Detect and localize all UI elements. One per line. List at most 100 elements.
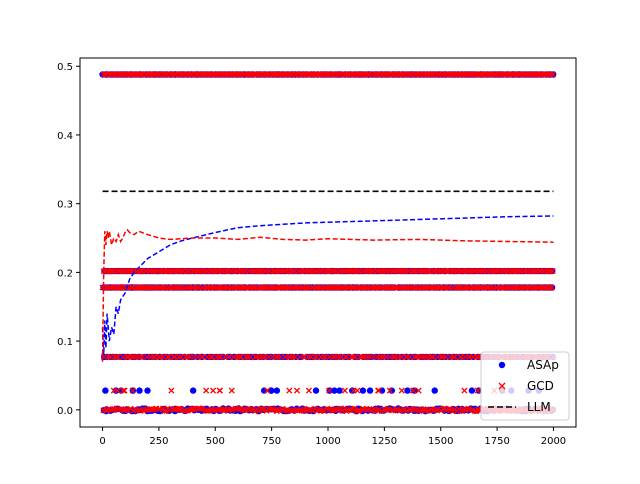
gcd-point-stroke [138,353,146,360]
gcd-point-stroke [547,267,554,275]
gcd-point-stroke [338,267,345,275]
gcd-point [205,284,212,291]
gcd-point-stroke [374,267,381,275]
gcd-point [513,284,520,291]
gcd-point-stroke [205,284,212,291]
gcd-point-stroke [301,405,308,412]
asap-point [312,387,320,394]
gcd-point-stroke [457,353,464,360]
gcd-point-stroke [232,405,239,412]
gcd-point-stroke [263,71,270,78]
gcd-point-stroke [161,71,169,78]
gcd-point-stroke [166,284,173,291]
gcd-point [320,353,327,360]
gcd-point-stroke [120,387,127,394]
gcd-point-stroke [217,353,224,360]
gcd-point-stroke [294,407,301,414]
gcd-point-stroke [478,284,485,291]
gcd-point [430,353,437,360]
gcd-point-stroke [320,353,327,360]
gcd-point-stroke [254,71,261,78]
gcd-point-stroke [388,71,396,78]
gcd-point-stroke [219,284,226,291]
gcd-point-stroke [179,71,186,78]
gcd-point [451,71,458,78]
gcd-point [178,267,185,275]
gcd-point [493,71,500,78]
gcd-point-stroke [237,405,244,412]
gcd-point [170,353,177,360]
gcd-point [215,353,223,360]
gcd-point-stroke [372,71,379,78]
gcd-point [384,284,391,291]
gcd-point [377,353,384,360]
gcd-point-stroke [533,284,540,291]
gcd-point [160,284,167,291]
gcd-point [127,267,134,275]
gcd-point [221,407,228,414]
gcd-point [352,353,359,360]
gcd-point [219,284,226,291]
gcd-point-stroke [333,405,340,412]
gcd-point-stroke [178,267,185,275]
legend-marker-asap [498,361,506,369]
gcd-point-stroke [324,405,331,412]
gcd-point-stroke [350,284,357,291]
gcd-point-stroke [160,353,167,360]
gcd-point-stroke [127,405,134,412]
gcd-point-stroke [434,284,442,291]
gcd-point [185,267,192,275]
gcd-point [505,284,513,291]
gcd-point-stroke [398,353,405,360]
gcd-point-stroke [100,71,107,78]
gcd-point-stroke [218,267,225,275]
gcd-point-stroke [508,284,515,291]
gcd-point [204,407,211,415]
gcd-point [306,406,313,413]
gcd-point [248,406,255,413]
gcd-point [494,267,501,275]
gcd-point-stroke [290,284,297,291]
gcd-point-stroke [122,267,129,275]
gcd-point [428,353,435,360]
gcd-point [100,71,107,78]
gcd-point-stroke [203,387,210,394]
gcd-point-stroke [349,353,357,360]
gcd-point [547,267,554,275]
gcd-point-stroke [460,406,467,413]
gcd-point [461,387,468,394]
gcd-point-stroke [291,353,299,360]
gcd-point-stroke [378,71,385,78]
gcd-point-stroke [463,267,470,275]
gcd-point-stroke [374,284,381,291]
gcd-point-stroke [513,284,520,291]
x-tick-label: 1750 [484,436,509,447]
gcd-point [178,353,185,360]
gcd-point-stroke [171,406,178,413]
gcd-point [109,267,117,275]
gcd-point [236,71,243,78]
gcd-point-stroke [493,71,500,78]
gcd-point-stroke [438,353,445,360]
gcd-point [175,353,182,360]
gcd-point-stroke [540,284,547,291]
gcd-point-stroke [221,407,228,414]
y-tick-label: 0.1 [57,337,73,348]
gcd-point-stroke [415,387,422,394]
gcd-point-stroke [216,387,223,394]
gcd-point [415,71,422,78]
gcd-point [166,353,173,360]
legend-marker-gcd [498,382,506,390]
gcd-point [210,387,217,394]
gcd-point [138,353,146,360]
gcd-point-stroke [344,284,351,291]
gcd-point-stroke [385,405,392,412]
gcd-point [228,387,235,394]
gcd-point [290,267,297,275]
gcd-point-stroke [182,407,189,414]
gcd-point-stroke [176,406,183,413]
gcd-point-stroke [305,387,312,394]
gcd-point-stroke [155,353,162,360]
gcd-point [238,353,245,360]
gcd-point [390,353,397,360]
